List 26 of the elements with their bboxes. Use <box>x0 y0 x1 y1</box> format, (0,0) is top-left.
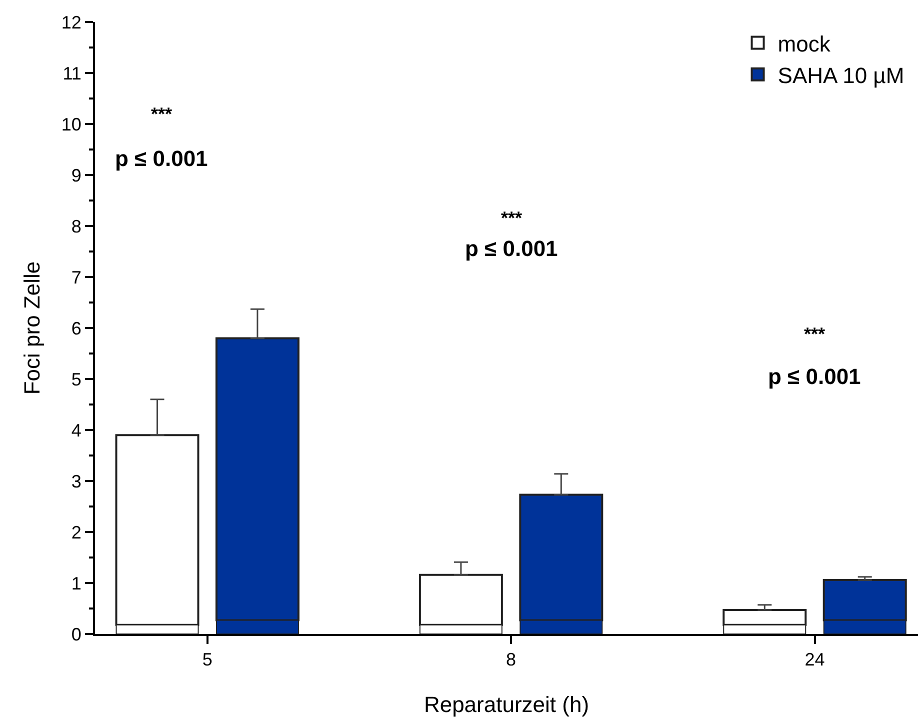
annotation: *** <box>151 104 172 124</box>
annotation: *** <box>501 208 522 228</box>
y-axis-title: Foci pro Zelle <box>20 261 45 395</box>
y-tick-label: 2 <box>71 522 82 542</box>
y-tick-label: 7 <box>71 267 82 288</box>
y-tick-label: 3 <box>71 471 82 492</box>
y-tick-label: 9 <box>71 165 82 186</box>
y-tick-label: 8 <box>71 216 82 236</box>
x-axis-title: Reparaturzeit (h) <box>424 692 590 717</box>
annotation: p ≤ 0.001 <box>115 146 208 171</box>
y-tick-label: 11 <box>62 63 82 84</box>
y-tick-label: 0 <box>71 624 82 644</box>
y-tick-label: 10 <box>61 114 82 134</box>
legend-label: SAHA 10 µM <box>778 62 904 88</box>
y-tick-label: 12 <box>61 12 82 32</box>
annotation: *** <box>804 324 826 344</box>
y-tick-label: 4 <box>71 420 82 440</box>
y-tick-label: 6 <box>71 318 82 338</box>
x-tick-label: 5 <box>202 650 212 670</box>
annotation: p ≤ 0.001 <box>768 364 861 389</box>
annotation: p ≤ 0.001 <box>465 236 558 261</box>
y-tick-label: 1 <box>71 573 82 594</box>
x-tick-label: 8 <box>506 650 516 670</box>
y-tick-label: 5 <box>71 369 82 390</box>
x-tick-label: 24 <box>804 650 825 670</box>
legend-label: mock <box>778 31 832 56</box>
